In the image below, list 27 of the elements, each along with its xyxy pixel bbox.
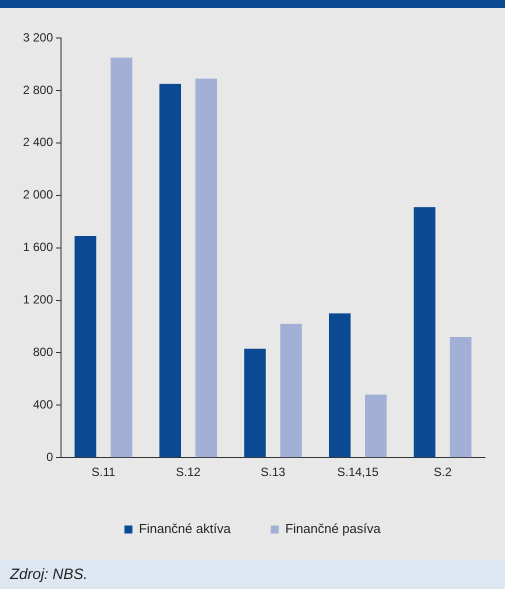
- x-tick-label: S.14,15: [337, 465, 379, 480]
- x-tick-label: S.13: [260, 465, 286, 480]
- bar: [110, 58, 132, 458]
- y-tick-label: 2 800: [23, 82, 54, 97]
- legend-label: Finančné pasíva: [285, 521, 382, 536]
- bar: [450, 336, 472, 458]
- bar: [280, 324, 302, 458]
- x-tick-label: S.12: [176, 465, 201, 480]
- legend-label: Finančné aktíva: [138, 521, 232, 536]
- y-tick-label: 1 200: [23, 292, 54, 307]
- y-tick-label: 1 600: [23, 240, 54, 254]
- y-tick-label: 800: [33, 345, 54, 360]
- bar: [365, 394, 387, 458]
- bar: [159, 84, 182, 458]
- bar: [328, 313, 351, 458]
- text: Zdroj: NBS.: [0, 560, 505, 589]
- bar: [244, 348, 266, 458]
- y-tick-label: 2 000: [23, 188, 54, 202]
- y-tick-label: 0: [46, 450, 54, 464]
- y-tick-label: 400: [33, 397, 54, 412]
- bar: [74, 236, 96, 458]
- x-tick-label: S.2: [434, 465, 452, 480]
- x-tick-label: S.11: [92, 465, 116, 480]
- bar: [414, 207, 436, 458]
- y-tick-label: 2 400: [23, 135, 54, 150]
- bar: [195, 78, 218, 458]
- y-tick-label: 3 200: [23, 30, 54, 44]
